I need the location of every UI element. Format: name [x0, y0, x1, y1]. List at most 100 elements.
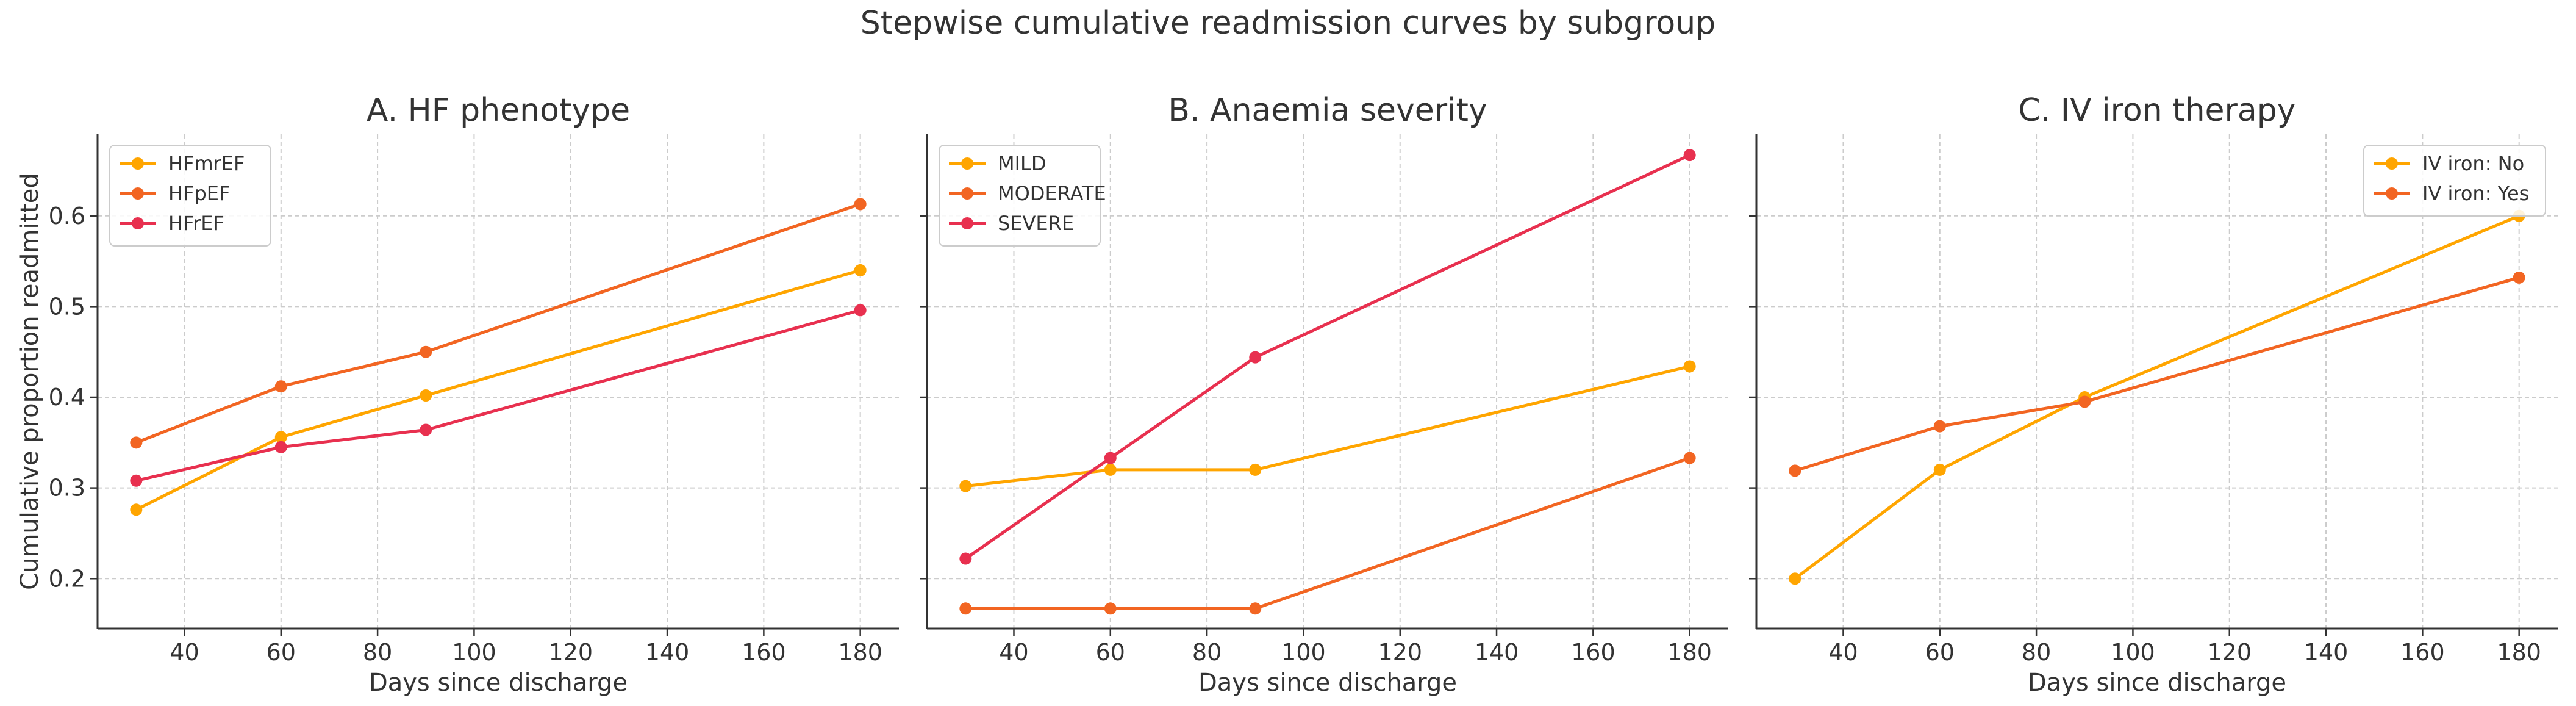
x-tick-label: 180: [838, 639, 882, 666]
data-point: [1789, 572, 1801, 585]
x-tick-label: 100: [2111, 639, 2155, 666]
legend: HFmrEF HFpEF HFrEF: [109, 145, 271, 247]
data-point: [1104, 602, 1117, 615]
data-point: [130, 503, 143, 516]
series-line-2: [1794, 276, 2520, 472]
x-tick-label: 160: [2400, 639, 2445, 666]
data-point: [854, 304, 867, 317]
legend: MILD MODERATE SEVERE: [939, 145, 1106, 247]
panel-2: 40 60 80 100 120 140 160 180 B. Anaemia severity…: [920, 92, 1728, 697]
x-tick-label: 60: [1925, 639, 1955, 666]
x-tick-label: 120: [2207, 639, 2252, 666]
legend-swatch-marker: [961, 157, 973, 170]
series-line-1: [135, 268, 861, 511]
data-point: [2513, 271, 2525, 284]
panel-3: 40 60 80 100 120 140 160 180 C. IV iron therapy D…: [1749, 92, 2558, 697]
legend-swatch-marker: [132, 187, 144, 200]
data-point: [1104, 452, 1117, 464]
legend-swatch-marker: [132, 157, 144, 170]
legend-swatch-marker: [132, 217, 144, 229]
data-point: [959, 552, 972, 565]
x-tick-label: 180: [2497, 639, 2541, 666]
data-point: [274, 431, 287, 444]
data-point: [1249, 463, 1262, 476]
panel-title: C. IV iron therapy: [2018, 92, 2295, 129]
data-point: [1683, 452, 1696, 464]
series-line-2: [135, 203, 861, 444]
x-tick-label: 120: [548, 639, 593, 666]
x-tick-label: 40: [1828, 639, 1858, 666]
data-point: [1249, 351, 1262, 364]
x-axis-label: Days since discharge: [1198, 669, 1457, 697]
data-point: [274, 441, 287, 453]
legend-box: [109, 145, 271, 247]
panel-title: B. Anaemia severity: [1168, 92, 1487, 129]
x-tick-label: 140: [2304, 639, 2349, 666]
legend-swatch-marker: [2386, 187, 2398, 200]
data-point: [1933, 420, 1946, 433]
legend-label: IV iron: No: [2422, 152, 2524, 175]
x-tick-label: 60: [1096, 639, 1125, 666]
data-point: [959, 602, 972, 615]
x-tick-label: 80: [363, 639, 392, 666]
x-tick-label: 40: [999, 639, 1028, 666]
data-point: [1683, 360, 1696, 373]
x-axis-label: Days since discharge: [2028, 669, 2286, 697]
x-tick-label: 60: [267, 639, 296, 666]
y-axis-label: Cumulative proportion readmitted: [16, 173, 44, 590]
data-point: [1249, 602, 1262, 615]
x-tick-label: 40: [170, 639, 199, 666]
data-point: [1933, 463, 1946, 476]
data-point: [130, 436, 143, 449]
legend-label: MILD: [998, 152, 1046, 175]
y-tick-label: 0.6: [49, 203, 85, 229]
panel-title: A. HF phenotype: [367, 92, 630, 129]
legend-label: HFpEF: [168, 182, 230, 205]
x-tick-label: 80: [2022, 639, 2051, 666]
data-point: [130, 474, 143, 487]
figure-title: Stepwise cumulative readmission curves b…: [860, 5, 1716, 41]
x-tick-label: 100: [452, 639, 496, 666]
series-line-1: [1794, 214, 2520, 580]
series-line-1: [965, 365, 1690, 488]
data-point: [2078, 395, 2091, 408]
y-tick-label: 0.2: [49, 565, 85, 592]
legend-label: MODERATE: [998, 182, 1106, 205]
data-point: [420, 423, 432, 436]
panels: 40 60 80 100 120 140 160 180 0.2 0.3 0.4 0.5 0.6 A. H…: [16, 92, 2558, 697]
y-tick-label: 0.4: [49, 384, 85, 411]
series-line-2: [965, 456, 1690, 610]
panel-1: 40 60 80 100 120 140 160 180 0.2 0.3 0.4 0.5 0.6 A. H…: [16, 92, 899, 697]
legend-swatch-marker: [961, 217, 973, 229]
data-point: [420, 389, 432, 402]
y-tick-label: 0.3: [49, 475, 85, 502]
x-tick-label: 160: [1571, 639, 1615, 666]
data-point: [420, 345, 432, 358]
data-point: [1104, 463, 1117, 476]
x-tick-label: 80: [1192, 639, 1222, 666]
legend-label: HFrEF: [168, 212, 224, 235]
series-line-3: [135, 308, 861, 483]
data-point: [1683, 149, 1696, 162]
legend-swatch-marker: [2386, 157, 2398, 170]
data-point: [274, 380, 287, 393]
x-tick-label: 180: [1667, 639, 1712, 666]
legend-label: SEVERE: [998, 212, 1074, 235]
data-point: [854, 198, 867, 211]
legend-label: IV iron: Yes: [2422, 182, 2529, 205]
x-tick-label: 120: [1378, 639, 1422, 666]
y-tick-label: 0.5: [49, 293, 85, 320]
data-point: [1789, 464, 1801, 477]
legend: IV iron: No IV iron: Yes: [2363, 145, 2546, 217]
x-axis-label: Days since discharge: [369, 669, 628, 697]
x-tick-label: 100: [1281, 639, 1326, 666]
legend-box: [939, 145, 1101, 247]
x-tick-label: 140: [1475, 639, 1519, 666]
series-line-3: [964, 153, 1690, 560]
x-tick-label: 140: [645, 639, 690, 666]
legend-label: HFmrEF: [168, 152, 245, 175]
legend-swatch-marker: [961, 187, 973, 200]
data-point: [959, 480, 972, 492]
x-tick-label: 160: [742, 639, 786, 666]
